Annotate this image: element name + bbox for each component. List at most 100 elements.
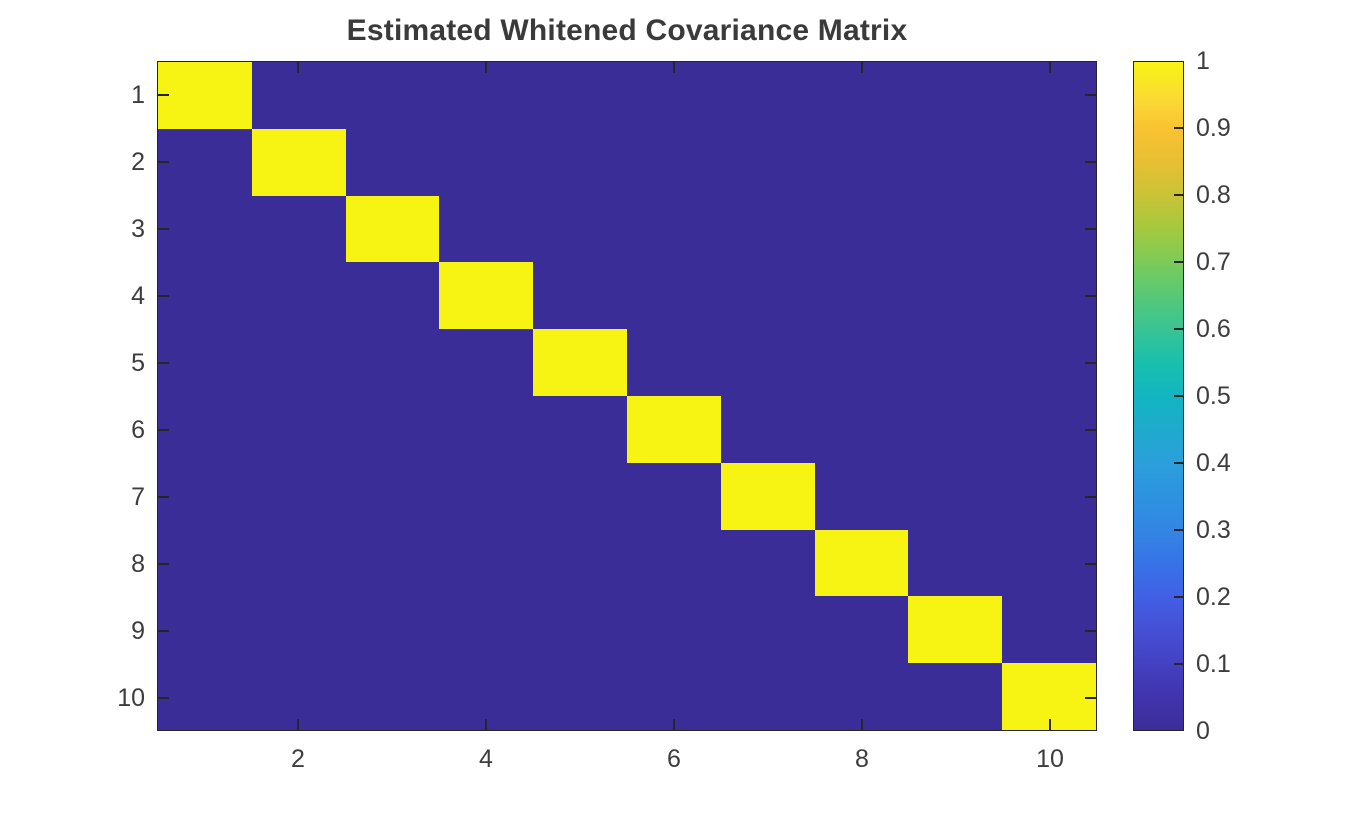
heatmap-cell bbox=[627, 329, 721, 396]
x-axis-tick-label: 8 bbox=[855, 745, 869, 773]
heatmap-cell bbox=[251, 396, 346, 463]
y-axis-tick-label: 10 bbox=[117, 683, 145, 712]
heatmap-cell bbox=[627, 62, 721, 129]
heatmap-cell bbox=[439, 62, 534, 129]
colorbar-tick bbox=[1174, 596, 1183, 598]
heatmap-cell bbox=[720, 596, 815, 664]
x-axis-tick bbox=[673, 719, 675, 730]
colorbar-tick bbox=[1174, 127, 1183, 129]
y-axis-tick bbox=[158, 696, 169, 699]
heatmap-cell bbox=[908, 663, 1003, 730]
heatmap-cell bbox=[345, 262, 440, 330]
heatmap-cell bbox=[908, 262, 1003, 330]
colorbar-tick bbox=[1174, 328, 1183, 330]
y-axis-tick-label: 2 bbox=[131, 147, 145, 176]
y-axis-tick-label: 5 bbox=[131, 348, 145, 377]
y-axis-tick bbox=[158, 294, 169, 297]
y-axis-tick bbox=[158, 227, 169, 230]
heatmap-cell bbox=[533, 596, 627, 664]
y-axis-tick-right bbox=[1085, 629, 1096, 632]
heatmap-cell bbox=[158, 329, 252, 396]
heatmap-cell bbox=[345, 396, 440, 463]
heatmap-cell bbox=[439, 329, 534, 396]
heatmap-cell bbox=[627, 195, 721, 263]
y-axis-tick-label: 3 bbox=[131, 214, 145, 243]
heatmap-cell bbox=[627, 462, 721, 530]
y-axis-tick-right bbox=[1085, 361, 1096, 364]
y-axis-tick-right bbox=[1085, 93, 1096, 96]
y-axis-tick bbox=[158, 160, 169, 163]
heatmap-cell bbox=[158, 462, 252, 530]
heatmap-cell bbox=[720, 62, 815, 129]
heatmap-cell bbox=[627, 596, 721, 664]
heatmap-cell bbox=[720, 529, 815, 597]
heatmap-cell bbox=[627, 663, 721, 730]
heatmap-cell bbox=[627, 128, 721, 196]
heatmap-cell bbox=[814, 663, 909, 730]
heatmap-cell bbox=[439, 262, 534, 330]
heatmap-cell bbox=[533, 529, 627, 597]
x-axis-tick-top bbox=[297, 62, 299, 73]
y-axis-tick bbox=[158, 361, 169, 364]
heatmap-cell bbox=[814, 195, 909, 263]
y-axis-tick bbox=[158, 428, 169, 431]
colorbar-tick-label: 0.9 bbox=[1196, 114, 1231, 142]
y-axis-tick-label: 7 bbox=[131, 482, 145, 511]
y-axis-tick-right bbox=[1085, 294, 1096, 297]
colorbar-tick bbox=[1174, 462, 1183, 464]
y-axis-tick-label: 8 bbox=[131, 549, 145, 578]
colorbar-tick-label: 0.1 bbox=[1196, 650, 1231, 678]
heatmap-cell bbox=[158, 596, 252, 664]
y-axis-tick-right bbox=[1085, 160, 1096, 163]
y-axis-tick-right bbox=[1085, 227, 1096, 230]
heatmap-cell bbox=[1002, 462, 1096, 530]
x-axis-tick bbox=[861, 719, 863, 730]
heatmap-cell bbox=[627, 262, 721, 330]
heatmap-cell bbox=[345, 529, 440, 597]
heatmap-cell bbox=[908, 329, 1003, 396]
heatmap-cell bbox=[251, 529, 346, 597]
heatmap-cell bbox=[720, 462, 815, 530]
heatmap-cell bbox=[1002, 62, 1096, 129]
heatmap-cell bbox=[814, 262, 909, 330]
colorbar-tick-label: 0.4 bbox=[1196, 449, 1231, 477]
heatmap-cell bbox=[251, 462, 346, 530]
x-axis-tick-top bbox=[1049, 62, 1051, 73]
heatmap-cell bbox=[345, 195, 440, 263]
heatmap-cell bbox=[814, 596, 909, 664]
heatmap-cell bbox=[439, 529, 534, 597]
heatmap-cell bbox=[251, 262, 346, 330]
heatmap-cell bbox=[533, 462, 627, 530]
chart-title: Estimated Whitened Covariance Matrix bbox=[346, 14, 908, 47]
heatmap-cell bbox=[627, 396, 721, 463]
heatmap-cell bbox=[720, 663, 815, 730]
heatmap-cell bbox=[908, 529, 1003, 597]
heatmap-cell bbox=[158, 262, 252, 330]
heatmap-cell bbox=[720, 128, 815, 196]
heatmap-cell bbox=[1002, 396, 1096, 463]
heatmap-cell bbox=[251, 329, 346, 396]
heatmap-cell bbox=[251, 663, 346, 730]
y-axis-tick-right bbox=[1085, 428, 1096, 431]
colorbar-tick-label: 1 bbox=[1196, 47, 1210, 75]
y-axis-tick bbox=[158, 629, 169, 632]
heatmap-cell bbox=[158, 663, 252, 730]
heatmap-cell bbox=[814, 462, 909, 530]
heatmap-cell bbox=[627, 529, 721, 597]
heatmap-cell bbox=[158, 529, 252, 597]
colorbar-tick bbox=[1174, 194, 1183, 196]
heatmap-cell bbox=[158, 396, 252, 463]
heatmap-cell bbox=[720, 396, 815, 463]
heatmap-grid bbox=[158, 62, 1096, 730]
heatmap-cell bbox=[814, 128, 909, 196]
heatmap-cell bbox=[1002, 195, 1096, 263]
y-axis-tick bbox=[158, 495, 169, 498]
heatmap-cell bbox=[533, 396, 627, 463]
colorbar-tick-label: 0.5 bbox=[1196, 382, 1231, 410]
heatmap-cell bbox=[533, 195, 627, 263]
x-axis-tick-label: 10 bbox=[1036, 745, 1064, 773]
heatmap-cell bbox=[345, 329, 440, 396]
heatmap-cell bbox=[814, 62, 909, 129]
heatmap-cell bbox=[158, 128, 252, 196]
